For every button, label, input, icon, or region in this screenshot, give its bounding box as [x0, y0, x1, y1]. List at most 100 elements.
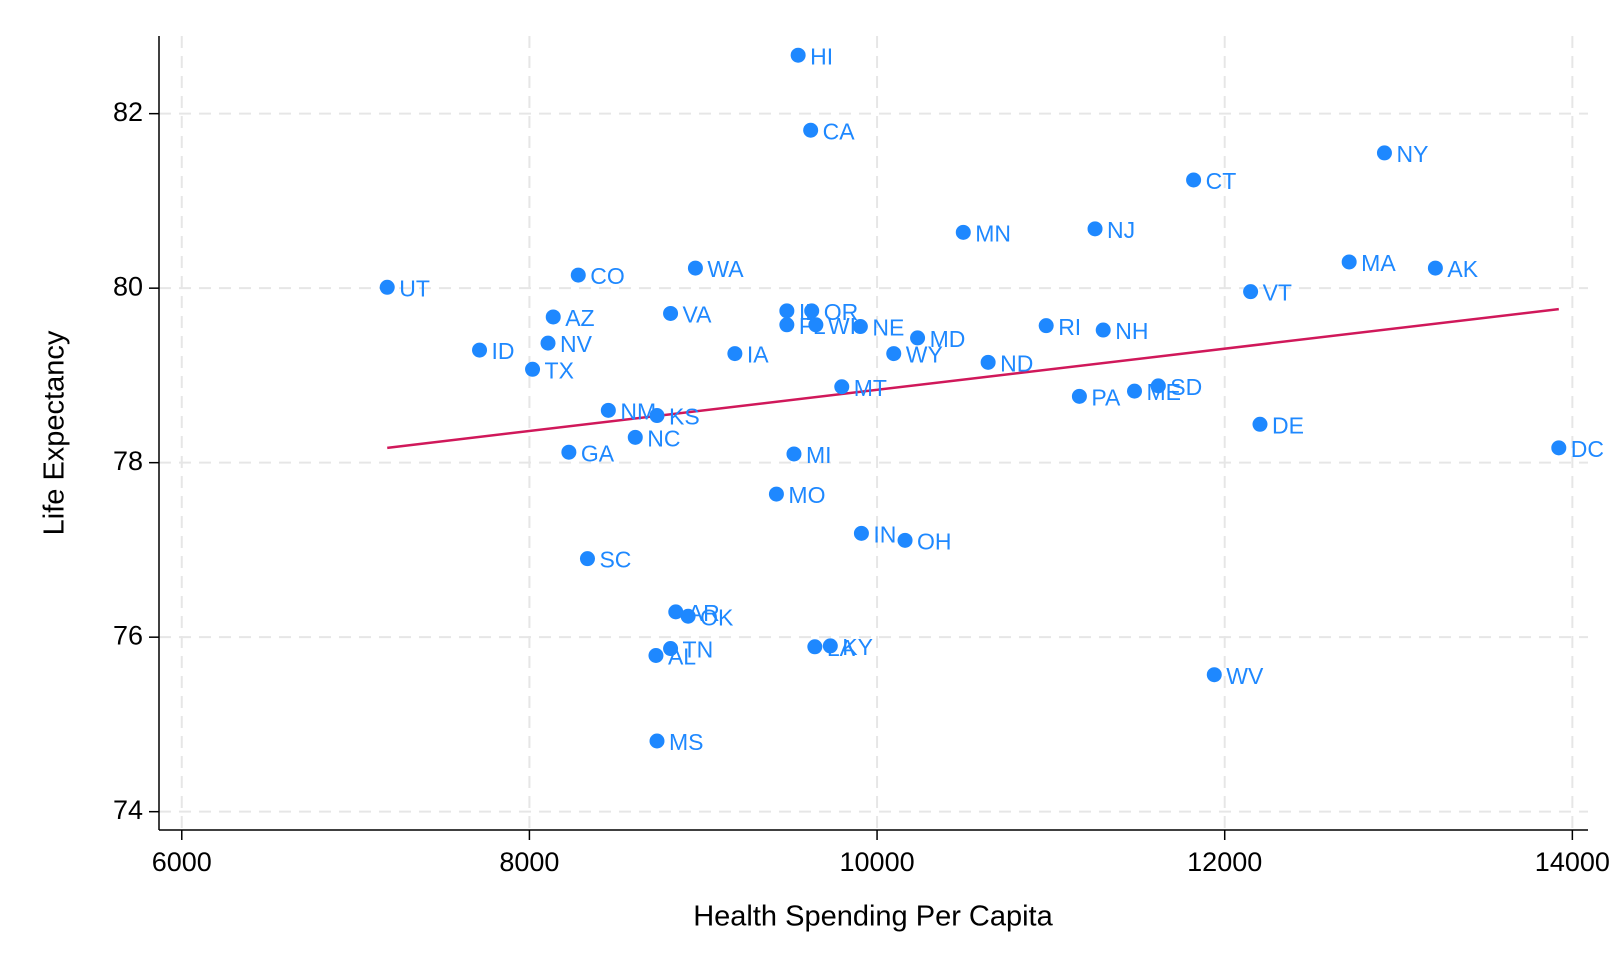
y-tick-label: 80 [113, 271, 143, 301]
point-label: UT [399, 275, 430, 301]
point [779, 317, 795, 333]
point [379, 279, 395, 295]
point-label: NC [647, 425, 680, 451]
point-label: MT [854, 375, 887, 401]
point-label: CA [823, 118, 856, 144]
point [1150, 378, 1166, 394]
y-tick-label: 76 [113, 620, 143, 650]
point [663, 305, 679, 321]
y-tick-label: 74 [113, 795, 143, 825]
point-label: WA [707, 256, 744, 282]
point [472, 342, 488, 358]
point [852, 319, 868, 335]
point-label: OR [824, 299, 859, 325]
point-label: OH [917, 528, 952, 554]
point [570, 267, 586, 283]
point-label: NE [872, 315, 904, 341]
point [649, 733, 665, 749]
point [786, 446, 802, 462]
y-axis-title: Life Expectancy [39, 330, 71, 535]
point [561, 444, 577, 460]
point-label: IN [873, 521, 896, 547]
point-label: OK [700, 604, 734, 630]
point-label: SD [1170, 374, 1202, 400]
fit-line [387, 307, 1559, 450]
point [779, 303, 795, 319]
point [1206, 667, 1222, 683]
point [648, 647, 664, 663]
point [687, 260, 703, 276]
x-tick-label: 10000 [840, 847, 915, 877]
point [668, 604, 684, 620]
point [807, 639, 823, 655]
x-tick-label: 14000 [1535, 847, 1610, 877]
point [1038, 318, 1054, 334]
point [886, 346, 902, 362]
point [768, 486, 784, 502]
point-label: AK [1447, 256, 1478, 282]
point [600, 402, 616, 418]
point-label: AL [668, 644, 696, 670]
point-label: PA [1091, 384, 1121, 410]
point [540, 335, 556, 351]
point-label: NJ [1107, 217, 1135, 243]
point [834, 379, 850, 395]
point-label: RI [1058, 314, 1081, 340]
point [1087, 221, 1103, 237]
point [822, 638, 838, 654]
x-tick-label: 8000 [499, 847, 559, 877]
point [804, 303, 820, 319]
point [955, 224, 971, 240]
point-label: MS [669, 729, 704, 755]
point-label: TX [545, 357, 574, 383]
point-label: VT [1263, 280, 1292, 306]
point [525, 361, 541, 377]
point [1243, 284, 1259, 300]
point [1551, 440, 1567, 456]
point-label: WI [828, 313, 856, 339]
point-label: MN [975, 220, 1011, 246]
point-label: ID [492, 338, 515, 364]
point-label: KS [669, 404, 700, 430]
point-label: NV [560, 331, 593, 357]
point-label: NM [620, 398, 656, 424]
point-label: CT [1206, 168, 1237, 194]
point [627, 429, 643, 445]
point [803, 122, 819, 138]
point-label: AZ [565, 305, 594, 331]
point-label: GA [581, 440, 615, 466]
point [808, 317, 824, 333]
point-label: DE [1272, 412, 1304, 438]
point [1376, 145, 1392, 161]
x-tick-label: 6000 [152, 847, 212, 877]
point-label: NH [1115, 318, 1148, 344]
point [1095, 322, 1111, 338]
point [579, 551, 595, 567]
point-label: MD [930, 326, 966, 352]
point [680, 608, 696, 624]
point [1427, 260, 1443, 276]
point-label: MI [806, 442, 832, 468]
point-label: VA [683, 302, 713, 328]
point-label: CO [590, 263, 625, 289]
point [649, 408, 665, 424]
point-label: SC [599, 547, 631, 573]
point-label: HI [810, 43, 833, 69]
point [1186, 172, 1202, 188]
point [1341, 254, 1357, 270]
y-tick-label: 82 [113, 97, 143, 127]
point [1252, 416, 1268, 432]
x-tick-label: 12000 [1187, 847, 1262, 877]
point [1071, 388, 1087, 404]
x-axis-title: Health Spending Per Capita [693, 901, 1053, 933]
point-label: MO [788, 482, 825, 508]
point [910, 330, 926, 346]
point-label: WV [1226, 663, 1264, 689]
point-label: TN [683, 637, 714, 663]
point-label: DC [1571, 436, 1604, 462]
point [727, 346, 743, 362]
point [980, 354, 996, 370]
point-label: KY [842, 634, 873, 660]
point [790, 47, 806, 63]
point-label: NY [1396, 141, 1428, 167]
